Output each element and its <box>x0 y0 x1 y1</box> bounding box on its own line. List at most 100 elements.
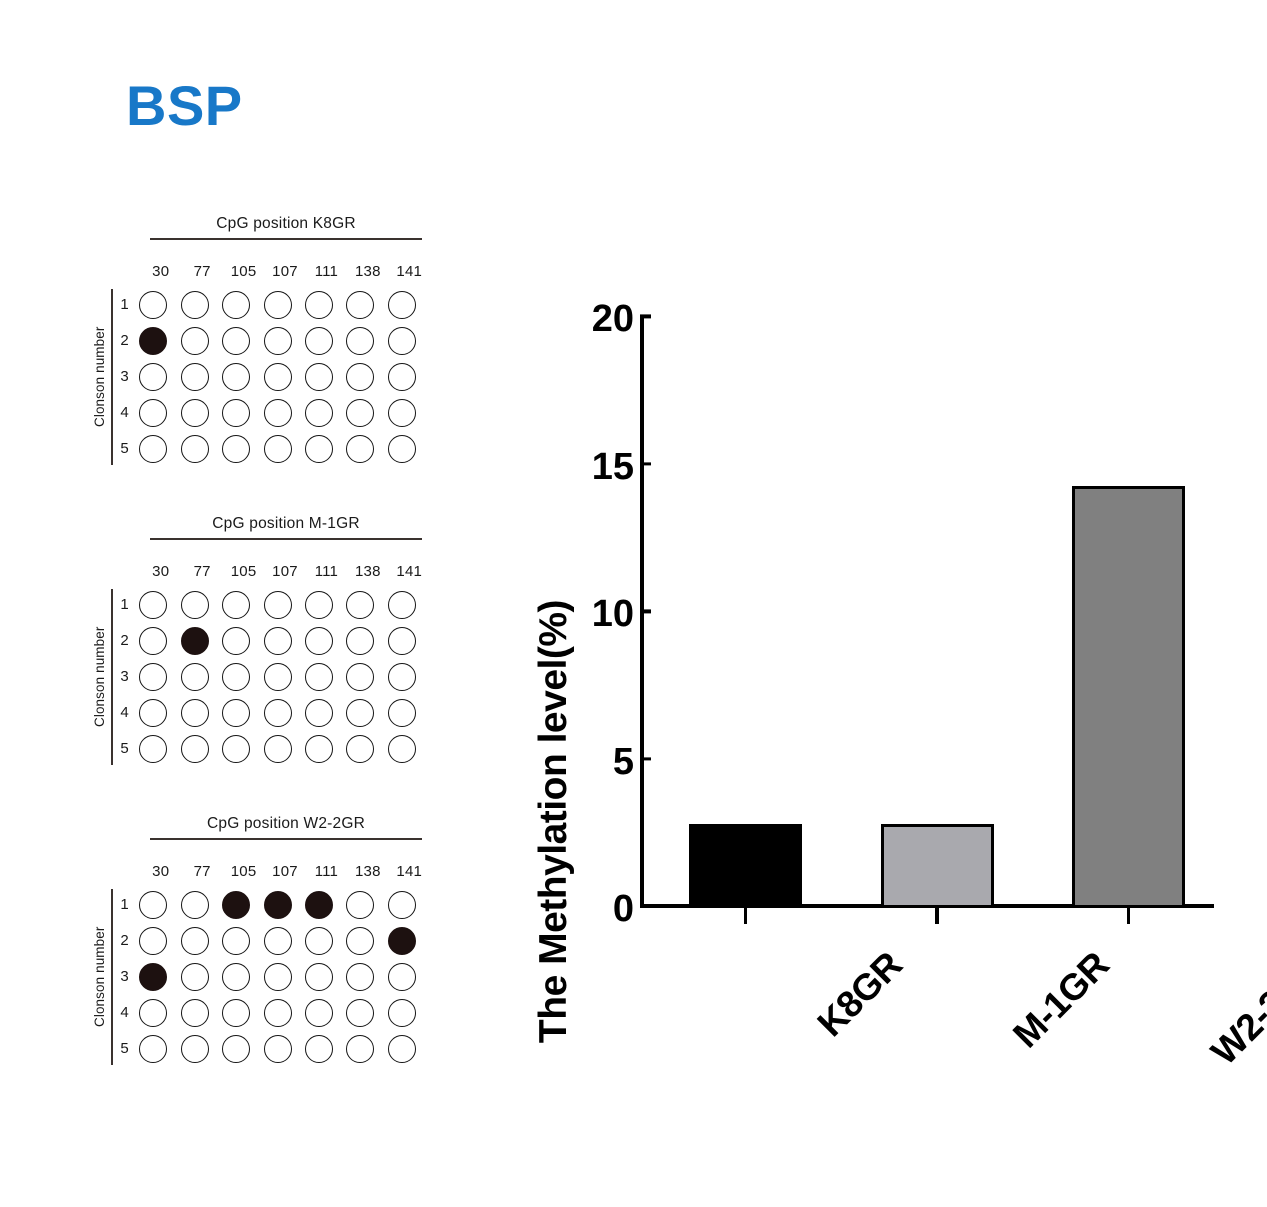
bsp-cell <box>257 699 298 727</box>
bsp-cpg-position-label: 77 <box>193 263 211 280</box>
unmethylated-cpg-circle <box>180 291 209 319</box>
bsp-clone-number: 1 <box>120 596 129 613</box>
bsp-cell <box>340 891 381 919</box>
unmethylated-cpg-circle <box>222 627 251 655</box>
bsp-panel-title: CpG position W2-2GR <box>207 815 365 832</box>
unmethylated-cpg-circle <box>180 663 209 691</box>
bsp-clone-axis-line <box>111 289 113 465</box>
bsp-cell <box>215 963 256 991</box>
bsp-cell <box>215 1035 256 1063</box>
bsp-cell <box>174 699 215 727</box>
unmethylated-cpg-circle <box>387 699 416 727</box>
unmethylated-cpg-circle <box>387 735 416 763</box>
bsp-cell <box>215 435 256 463</box>
chart-y-axis-line <box>640 318 644 908</box>
bsp-cell <box>215 291 256 319</box>
unmethylated-cpg-circle <box>346 735 375 763</box>
unmethylated-cpg-circle <box>222 999 251 1027</box>
bsp-cell <box>381 399 422 427</box>
bsp-cell <box>298 627 339 655</box>
bsp-clone-axis-line <box>111 589 113 765</box>
unmethylated-cpg-circle <box>180 927 209 955</box>
bsp-cell <box>215 699 256 727</box>
unmethylated-cpg-circle <box>387 363 416 391</box>
bsp-cell <box>381 735 422 763</box>
unmethylated-cpg-circle <box>263 699 292 727</box>
bsp-clone-axis-label: Clonson number <box>92 326 107 428</box>
bsp-clone-row <box>133 395 423 431</box>
chart-y-tick-mark <box>640 609 651 613</box>
chart-bar-w2-2gr[interactable] <box>1071 486 1185 908</box>
methylated-cpg-circle <box>387 927 416 955</box>
bsp-panel-divider <box>150 238 422 240</box>
bsp-panel-divider <box>150 538 422 540</box>
bsp-cell <box>381 999 422 1027</box>
unmethylated-cpg-circle <box>263 963 292 991</box>
bsp-clone-number: 5 <box>120 1040 129 1057</box>
unmethylated-cpg-circle <box>263 291 292 319</box>
bsp-cell <box>381 963 422 991</box>
bsp-cell <box>133 999 174 1027</box>
unmethylated-cpg-circle <box>304 927 333 955</box>
bsp-cell <box>340 999 381 1027</box>
chart-bar-m-1gr[interactable] <box>880 823 994 908</box>
bsp-cell <box>381 1035 422 1063</box>
bsp-clone-row <box>133 623 423 659</box>
bsp-cell <box>257 399 298 427</box>
bsp-cpg-position-label: 138 <box>355 263 381 280</box>
bsp-clone-number: 4 <box>120 404 129 421</box>
chart-plot-area: 0 5 10 15 20 K8GR M-1GR W2-2GR <box>592 300 1267 1073</box>
unmethylated-cpg-circle <box>346 999 375 1027</box>
bsp-clone-row <box>133 887 423 923</box>
unmethylated-cpg-circle <box>139 291 168 319</box>
unmethylated-cpg-circle <box>139 399 168 427</box>
chart-bar-k8gr[interactable] <box>689 823 803 908</box>
unmethylated-cpg-circle <box>263 327 292 355</box>
unmethylated-cpg-circle <box>346 663 375 691</box>
bsp-clone-number: 3 <box>120 368 129 385</box>
bsp-clone-numbers: 1 2 3 4 5 <box>117 887 133 1067</box>
unmethylated-cpg-circle <box>222 363 251 391</box>
bsp-clone-number: 2 <box>120 332 129 349</box>
bsp-cell <box>298 699 339 727</box>
bsp-cell <box>133 663 174 691</box>
bsp-clone-number: 2 <box>120 932 129 949</box>
bsp-clone-number: 5 <box>120 440 129 457</box>
bsp-cell <box>133 891 174 919</box>
bsp-cell <box>257 999 298 1027</box>
bsp-cell <box>174 399 215 427</box>
bsp-clone-row <box>133 959 423 995</box>
chart-x-tick-mark <box>1126 908 1131 924</box>
bsp-cell <box>257 735 298 763</box>
bsp-cell <box>298 291 339 319</box>
bsp-clone-row <box>133 431 423 467</box>
unmethylated-cpg-circle <box>180 999 209 1027</box>
unmethylated-cpg-circle <box>263 363 292 391</box>
unmethylated-cpg-circle <box>346 399 375 427</box>
unmethylated-cpg-circle <box>263 927 292 955</box>
bsp-cell <box>257 291 298 319</box>
unmethylated-cpg-circle <box>346 963 375 991</box>
bsp-cell <box>133 699 174 727</box>
bsp-cell <box>215 591 256 619</box>
unmethylated-cpg-circle <box>304 663 333 691</box>
bsp-panel-k8gr: CpG position K8GR 30 77 105 107 111 138 141 Clon… <box>0 215 470 515</box>
bsp-cpg-position-label: 30 <box>152 563 170 580</box>
bsp-cell <box>340 963 381 991</box>
bsp-cell <box>298 591 339 619</box>
chart-y-tick-mark <box>640 462 651 466</box>
methylated-cpg-circle <box>263 891 292 919</box>
bsp-panel-w2-2gr: CpG position W2-2GR 30 77 105 107 111 138 141 Cl… <box>0 815 470 1115</box>
unmethylated-cpg-circle <box>387 663 416 691</box>
bsp-clone-number: 3 <box>120 968 129 985</box>
unmethylated-cpg-circle <box>180 735 209 763</box>
bsp-cpg-position-headers: 30 77 105 107 111 138 141 <box>140 563 430 580</box>
bsp-circle-grid <box>133 587 423 767</box>
unmethylated-cpg-circle <box>180 1035 209 1063</box>
bsp-cpg-position-label: 141 <box>396 863 423 880</box>
bsp-cell <box>174 999 215 1027</box>
unmethylated-cpg-circle <box>222 291 251 319</box>
unmethylated-cpg-circle <box>346 591 375 619</box>
bsp-cell <box>257 891 298 919</box>
bsp-clone-row <box>133 731 423 767</box>
